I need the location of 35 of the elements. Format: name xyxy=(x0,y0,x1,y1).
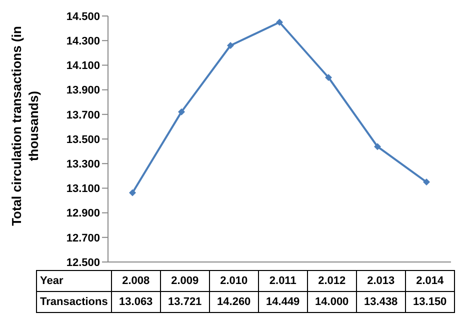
point xyxy=(178,108,185,116)
x-tick-label: 2.010 xyxy=(209,270,258,292)
y-tick-label: 13.500 xyxy=(66,134,100,146)
x-tick-label: 2.008 xyxy=(111,270,160,292)
data-label: 13.063 xyxy=(111,292,160,312)
data-label: 13.721 xyxy=(160,292,210,312)
y-tick-label: 12.900 xyxy=(66,208,100,220)
data-label: 14.449 xyxy=(258,292,308,312)
y-tick-label: 13.300 xyxy=(66,158,100,171)
y-tick-label: 13.900 xyxy=(66,84,100,97)
y-tick-label: 14.300 xyxy=(66,36,100,48)
y-tick-label: 14.100 xyxy=(66,60,100,72)
point xyxy=(325,74,332,81)
point xyxy=(276,18,283,26)
y-tick-label: 13.100 xyxy=(66,183,100,196)
y-tick-label: 14.500 xyxy=(66,10,100,23)
x-tick-label: 2.012 xyxy=(307,270,356,292)
point xyxy=(129,189,136,196)
data-label: 13.438 xyxy=(356,292,406,312)
x-tick-label: 2.009 xyxy=(160,270,210,292)
y-tick-label: 13.700 xyxy=(66,109,100,122)
x-tick-label: 2.011 xyxy=(258,270,308,292)
text: Transactions xyxy=(36,292,112,312)
data-label: 14.000 xyxy=(307,292,356,312)
data-label: 14.260 xyxy=(209,292,258,312)
y-axis-title: Total circulation transactions (in thousands) xyxy=(8,25,42,228)
x-tick-label: 2.013 xyxy=(356,270,406,292)
point xyxy=(227,42,234,50)
x-tick-label: 2.014 xyxy=(405,270,454,292)
point xyxy=(374,143,381,150)
point xyxy=(423,178,430,186)
y-tick-label: 12.500 xyxy=(66,256,100,269)
data-label: 13.150 xyxy=(405,292,454,312)
y-tick-label: 12.700 xyxy=(66,232,100,244)
x-axis-title: Year xyxy=(36,270,112,292)
